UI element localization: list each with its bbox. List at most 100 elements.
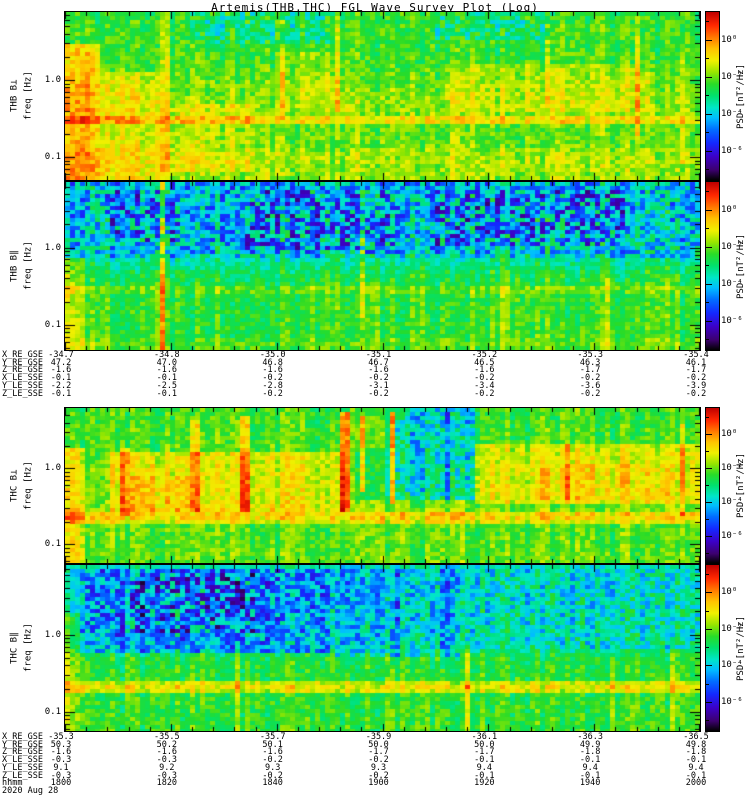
- ephemeris-value: 9.4: [582, 762, 598, 773]
- ephemeris-value: -34.7: [48, 350, 74, 360]
- thc-bperp-colorbar-tick: [706, 552, 709, 554]
- ephemeris-value: -0.1: [156, 373, 178, 384]
- thb-bpar-freq-tick-label: 1.0: [44, 242, 61, 253]
- ephemeris-value: -0.2: [474, 373, 495, 384]
- thc-bperp-colorbar-tick: [706, 467, 712, 469]
- thc-bperp-colorbar: [705, 407, 720, 564]
- ephemeris-value: -1.8: [685, 747, 707, 758]
- ephemeris-value: -0.2: [474, 388, 495, 399]
- ephemeris-value: -0.1: [50, 373, 72, 384]
- ephemeris-value: -1.6: [156, 747, 178, 758]
- thb-bperp-colorbar-tick-label: 10⁻⁴: [721, 108, 743, 119]
- thc-bpar-colorbar-tick: [706, 720, 709, 722]
- ephemeris-value: -36.1: [471, 732, 498, 742]
- ephemeris-value: 46.8: [262, 357, 283, 368]
- ephemeris-value: 1820: [156, 778, 178, 789]
- thc-bpar-colorbar-tick: [706, 628, 712, 630]
- ephemeris-value: -2.8: [262, 380, 283, 391]
- ephemeris-value: -1.6: [156, 365, 178, 376]
- ephemeris-value: 1800: [50, 778, 72, 789]
- thc-bpar-colorbar-tick: [706, 665, 712, 667]
- ephemeris-value: 9.4: [476, 762, 492, 773]
- thc-bpar-colorbar-tick: [706, 683, 709, 685]
- thc-bpar-freq-tick-label: 0.1: [44, 706, 61, 717]
- ephemeris-value: -35.4: [683, 350, 709, 360]
- ephemeris-value: -2.2: [50, 380, 72, 391]
- ephemeris-value: -3.4: [474, 380, 495, 391]
- thb-bperp-colorbar-tick-label: 10⁻⁶: [721, 145, 743, 156]
- ephemeris-value: 47.0: [156, 357, 178, 368]
- thc-bperp-colorbar-tick: [706, 535, 712, 537]
- thc-bperp-freq-tick-label: 1.0: [44, 463, 61, 474]
- thb-bpar-freq-tick-label: 0.1: [44, 319, 61, 330]
- thc-bpar-colorbar: [705, 564, 720, 732]
- ephemeris-value: -1.7: [579, 365, 601, 376]
- thb-bpar-colorbar: [705, 181, 720, 351]
- thb-bpar-colorbar-tick: [706, 283, 712, 285]
- thc-bpar-colorbar-tick-label: 10⁰: [721, 587, 738, 598]
- ephemeris-value: -0.1: [474, 770, 495, 781]
- thb-bpar-panel: [64, 181, 701, 351]
- ephemeris-value: -3.6: [579, 380, 601, 391]
- thb-bperp-colorbar-tick-label: 10⁻²: [721, 71, 743, 82]
- thb-bpar-colorbar-tick: [706, 191, 709, 193]
- ephemeris-value: 2000: [685, 778, 707, 789]
- ephemeris-value: -0.2: [262, 770, 283, 781]
- ephemeris-row-label: X_RE_GSE: [2, 732, 43, 742]
- ephemeris-row-label: hhmm: [2, 778, 23, 789]
- thb-bpar-colorbar-tick-label: 10⁻⁴: [721, 278, 743, 289]
- ephemeris-value: -35.2: [471, 350, 498, 360]
- ephemeris-value: -0.3: [50, 770, 72, 781]
- ephemeris-row-label: Y_LE_SSE: [2, 762, 43, 773]
- thc-bpar-colorbar-tick: [706, 574, 709, 576]
- ephemeris-value: -0.2: [685, 388, 707, 399]
- ephemeris-value: -0.2: [685, 373, 707, 384]
- thc-bperp-colorbar-tick: [706, 518, 709, 520]
- thc-bpar-panel: [64, 564, 701, 732]
- ephemeris-value: -2.5: [156, 380, 178, 391]
- thb-bperp-ylabel: THB B⊥: [9, 79, 20, 113]
- thb-bpar-colorbar-tick: [706, 246, 712, 248]
- ephemeris-value: -35.3: [577, 350, 603, 360]
- thc-bperp-colorbar-tick: [706, 501, 712, 503]
- thc-bpar-colorbar-tick-label: 10⁻²: [721, 623, 743, 634]
- thb-bpar-colorbar-tick: [706, 228, 709, 230]
- ephemeris-row-label: X_RE_GSE: [2, 350, 43, 360]
- thb-bperp-colorbar-tick: [706, 113, 712, 115]
- ephemeris-value: -1.6: [50, 747, 72, 758]
- ephemeris-value: -35.5: [154, 732, 180, 742]
- ephemeris-value: -3.9: [685, 380, 707, 391]
- thc-bperp-colorbar-tick: [706, 484, 709, 486]
- thc-bpar-colorbar-tick-label: 10⁻⁴: [721, 660, 743, 671]
- ephemeris-value: 1840: [262, 778, 283, 789]
- thc-bpar-colorbar-title: PSD [nT²/Hz]: [736, 615, 746, 681]
- ephemeris-value: -35.1: [365, 350, 392, 360]
- ephemeris-value: 50.0: [368, 739, 389, 750]
- thb-bpar-colorbar-tick: [706, 302, 709, 304]
- ephemeris-row-label: Y_RE_GSE: [2, 739, 43, 750]
- ephemeris-value: -0.2: [368, 373, 389, 384]
- ephemeris-value: 1900: [368, 778, 389, 789]
- thc-bperp-ylabel: THC B⊥: [9, 469, 20, 502]
- ephemeris-value: 9.3: [264, 762, 281, 773]
- ephemeris-value: -0.2: [579, 373, 601, 384]
- ephemeris-value: -0.2: [262, 388, 283, 399]
- ephemeris-row-label: Z_RE_GSE: [2, 365, 43, 376]
- ephemeris-value: 46.1: [685, 357, 707, 368]
- thc-bperp-panel: [64, 407, 701, 564]
- ephemeris-value: -1.8: [579, 747, 601, 758]
- thb-bperp-freq-tick-label: 0.1: [44, 151, 61, 162]
- thb-bperp-colorbar-tick-label: 10⁰: [721, 34, 738, 45]
- ephemeris-value: -1.7: [474, 747, 495, 758]
- ephemeris-value: -0.1: [685, 755, 707, 766]
- thb-bperp-colorbar-tick: [706, 58, 709, 60]
- thb-bpar-colorbar-tick: [706, 265, 709, 267]
- thc-bpar-spectrogram: [65, 565, 700, 731]
- ephemeris-value: -3.1: [368, 380, 389, 391]
- ephemeris-value: -34.8: [154, 350, 180, 360]
- thb-bperp-colorbar-tick: [706, 150, 712, 152]
- ephemeris-value: -0.1: [579, 755, 601, 766]
- ephemeris-value: -0.2: [262, 755, 283, 766]
- thc-bperp-spectrogram: [65, 408, 700, 563]
